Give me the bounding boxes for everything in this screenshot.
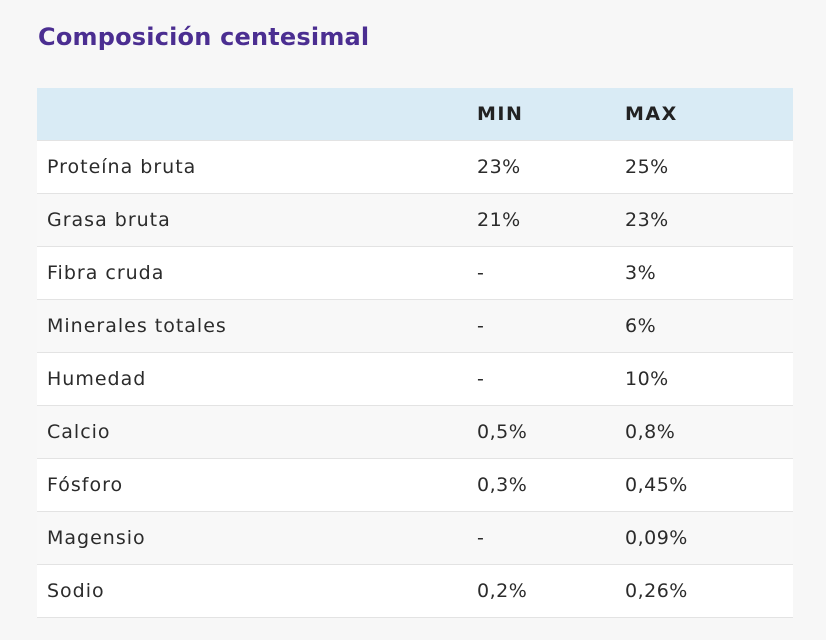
row-max-value: 0,8%	[625, 420, 676, 443]
row-nutrient-name: Sodio	[47, 579, 105, 602]
table-row: Proteína bruta 23% 25%	[37, 140, 793, 193]
row-max-value: 25%	[625, 155, 669, 178]
row-nutrient-name: Grasa bruta	[47, 208, 171, 231]
row-nutrient-name: Calcio	[47, 420, 111, 443]
row-nutrient-name: Magensio	[47, 526, 146, 549]
row-nutrient-name: Fósforo	[47, 473, 124, 496]
row-min-value: 0,5%	[477, 420, 528, 443]
row-nutrient-name: Minerales totales	[47, 314, 227, 337]
row-max-value: 0,09%	[625, 526, 688, 549]
table-row: Humedad - 10%	[37, 352, 793, 405]
table-row: Magensio - 0,09%	[37, 511, 793, 564]
row-min-value: -	[477, 314, 485, 337]
table-row: Calcio 0,5% 0,8%	[37, 405, 793, 458]
table-row: Fibra cruda - 3%	[37, 246, 793, 299]
row-max-value: 10%	[625, 367, 669, 390]
table-row: Grasa bruta 21% 23%	[37, 193, 793, 246]
row-max-value: 0,45%	[625, 473, 688, 496]
header-nutrient	[37, 88, 467, 140]
row-nutrient-name: Proteína bruta	[47, 155, 197, 178]
row-min-value: 21%	[477, 208, 521, 231]
composition-table: MIN MAX Proteína bruta 23% 25% Grasa bru…	[37, 88, 793, 618]
table-header-row: MIN MAX	[37, 88, 793, 140]
row-min-value: 23%	[477, 155, 521, 178]
row-min-value: -	[477, 367, 485, 390]
row-min-value: 0,3%	[477, 473, 528, 496]
table-row: Minerales totales - 6%	[37, 299, 793, 352]
row-max-value: 0,26%	[625, 579, 688, 602]
row-max-value: 3%	[625, 261, 657, 284]
row-nutrient-name: Fibra cruda	[47, 261, 165, 284]
table-row: Fósforo 0,3% 0,45%	[37, 458, 793, 511]
header-max: MAX	[625, 102, 678, 125]
header-min: MIN	[477, 102, 524, 125]
row-min-value: -	[477, 261, 485, 284]
row-max-value: 6%	[625, 314, 657, 337]
row-min-value: -	[477, 526, 485, 549]
row-nutrient-name: Humedad	[47, 367, 147, 390]
table-row: Sodio 0,2% 0,26%	[37, 564, 793, 617]
row-min-value: 0,2%	[477, 579, 528, 602]
row-max-value: 23%	[625, 208, 669, 231]
page-title: Composición centesimal	[38, 23, 370, 51]
